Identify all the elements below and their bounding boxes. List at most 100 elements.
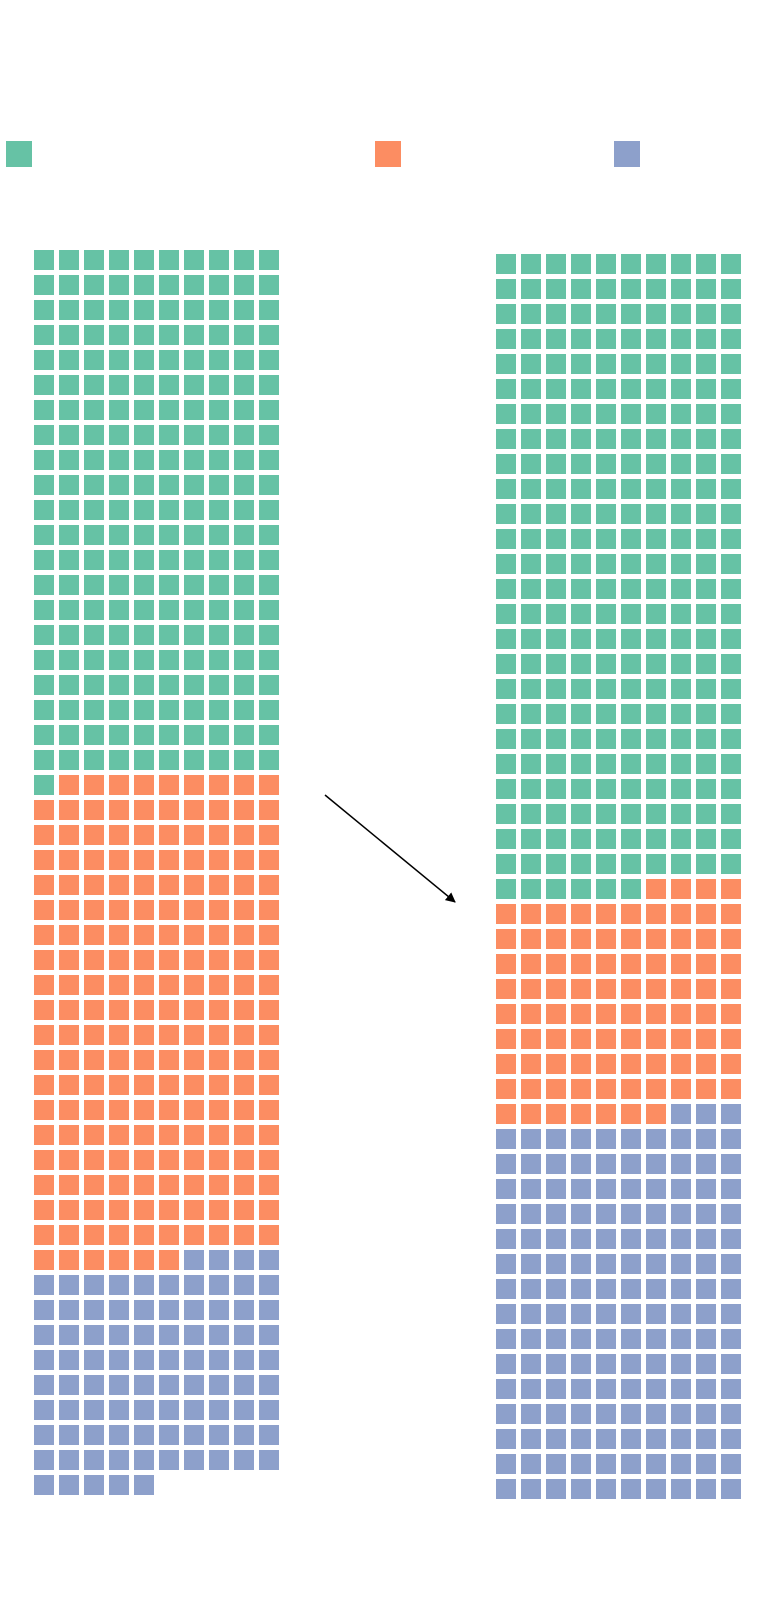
waffle-cell-right-series-3 (521, 1479, 541, 1499)
waffle-cell-left-series-2 (59, 1050, 79, 1070)
waffle-cell-right-series-2 (621, 1079, 641, 1099)
waffle-cell-left-series-1 (209, 575, 229, 595)
waffle-cell-left-series-2 (159, 1025, 179, 1045)
waffle-cell-right-series-1 (571, 779, 591, 799)
waffle-cell-left-series-2 (134, 1225, 154, 1245)
waffle-cell-right-series-1 (546, 254, 566, 274)
waffle-cell-right-series-3 (621, 1179, 641, 1199)
waffle-cell-right-series-1 (596, 479, 616, 499)
waffle-cell-right-series-1 (521, 804, 541, 824)
waffle-cell-right-series-1 (721, 479, 741, 499)
waffle-cell-right-series-1 (596, 654, 616, 674)
waffle-cell-right-series-1 (646, 279, 666, 299)
waffle-cell-right-series-1 (596, 504, 616, 524)
waffle-cell-left-series-2 (234, 800, 254, 820)
waffle-cell-left-series-2 (109, 1150, 129, 1170)
waffle-cell-right-series-1 (621, 454, 641, 474)
waffle-cell-right-series-1 (696, 429, 716, 449)
waffle-cell-left-series-2 (84, 875, 104, 895)
waffle-cell-right-series-1 (621, 604, 641, 624)
waffle-cell-right-series-3 (571, 1254, 591, 1274)
waffle-cell-left-series-2 (234, 775, 254, 795)
waffle-cell-left-series-2 (159, 1000, 179, 1020)
waffle-cell-right-series-1 (646, 529, 666, 549)
waffle-cell-left-series-1 (34, 500, 54, 520)
waffle-cell-right-series-2 (496, 1004, 516, 1024)
waffle-cell-left-series-2 (234, 825, 254, 845)
waffle-cell-left-series-2 (59, 1125, 79, 1145)
waffle-cell-left-series-1 (184, 375, 204, 395)
waffle-cell-right-series-1 (596, 604, 616, 624)
waffle-cell-left-series-1 (259, 750, 279, 770)
waffle-cell-left-series-2 (109, 1250, 129, 1270)
waffle-cell-left-series-2 (109, 1125, 129, 1145)
waffle-cell-right-series-1 (621, 729, 641, 749)
waffle-cell-left-series-1 (259, 325, 279, 345)
waffle-cell-right-series-1 (571, 404, 591, 424)
waffle-cell-right-series-1 (621, 779, 641, 799)
waffle-cell-right-series-1 (721, 629, 741, 649)
waffle-cell-left-series-3 (234, 1300, 254, 1320)
waffle-cell-left-series-2 (184, 800, 204, 820)
waffle-cell-right-series-1 (696, 679, 716, 699)
waffle-cell-left-series-1 (59, 500, 79, 520)
waffle-cell-right-series-3 (496, 1154, 516, 1174)
waffle-cell-left-series-1 (209, 375, 229, 395)
waffle-cell-left-series-1 (209, 250, 229, 270)
waffle-cell-right-series-3 (546, 1454, 566, 1474)
waffle-cell-right-series-2 (496, 979, 516, 999)
waffle-cell-left-series-1 (59, 525, 79, 545)
waffle-cell-left-series-3 (184, 1400, 204, 1420)
waffle-cell-left-series-2 (234, 1075, 254, 1095)
waffle-cell-right-series-3 (596, 1229, 616, 1249)
waffle-cell-right-series-3 (596, 1129, 616, 1149)
waffle-cell-left-series-1 (209, 325, 229, 345)
waffle-cell-left-series-3 (259, 1275, 279, 1295)
waffle-cell-left-series-1 (134, 275, 154, 295)
waffle-cell-right-series-3 (496, 1204, 516, 1224)
waffle-cell-right-series-1 (596, 354, 616, 374)
waffle-cell-right-series-1 (721, 829, 741, 849)
waffle-cell-left-series-2 (59, 1225, 79, 1245)
waffle-cell-right-series-3 (621, 1479, 641, 1499)
waffle-cell-right-series-3 (521, 1229, 541, 1249)
waffle-cell-left-series-3 (159, 1450, 179, 1470)
waffle-cell-right-series-2 (621, 954, 641, 974)
waffle-cell-left-series-2 (209, 875, 229, 895)
waffle-cell-right-series-2 (521, 979, 541, 999)
waffle-cell-right-series-3 (696, 1479, 716, 1499)
waffle-cell-right-series-3 (596, 1379, 616, 1399)
waffle-cell-left-series-2 (234, 950, 254, 970)
waffle-cell-right-series-2 (621, 1054, 641, 1074)
waffle-cell-left-series-2 (259, 1000, 279, 1020)
waffle-cell-left-series-2 (134, 1025, 154, 1045)
waffle-cell-right-series-2 (571, 1079, 591, 1099)
waffle-cell-left-series-2 (109, 1025, 129, 1045)
waffle-cell-right-series-3 (571, 1304, 591, 1324)
waffle-cell-left-series-2 (259, 775, 279, 795)
waffle-cell-right-series-1 (496, 404, 516, 424)
waffle-cell-right-series-2 (646, 904, 666, 924)
waffle-cell-left-series-2 (59, 850, 79, 870)
waffle-cell-right-series-2 (521, 1004, 541, 1024)
waffle-cell-left-series-2 (259, 900, 279, 920)
waffle-cell-right-series-3 (621, 1279, 641, 1299)
waffle-cell-right-series-1 (646, 329, 666, 349)
waffle-cell-left-series-1 (159, 300, 179, 320)
waffle-cell-left-series-2 (109, 800, 129, 820)
waffle-cell-left-series-1 (159, 725, 179, 745)
waffle-cell-left-series-1 (159, 250, 179, 270)
waffle-cell-left-series-2 (59, 1200, 79, 1220)
waffle-cell-right-series-3 (671, 1104, 691, 1124)
waffle-cell-right-series-1 (671, 379, 691, 399)
waffle-cell-left-series-1 (234, 725, 254, 745)
waffle-cell-right-series-2 (671, 1004, 691, 1024)
waffle-cell-right-series-2 (521, 1079, 541, 1099)
waffle-cell-right-series-1 (621, 854, 641, 874)
waffle-cell-left-series-2 (134, 1100, 154, 1120)
waffle-cell-left-series-1 (134, 750, 154, 770)
waffle-cell-left-series-1 (184, 700, 204, 720)
waffle-cell-left-series-3 (209, 1300, 229, 1320)
waffle-cell-right-series-1 (571, 654, 591, 674)
